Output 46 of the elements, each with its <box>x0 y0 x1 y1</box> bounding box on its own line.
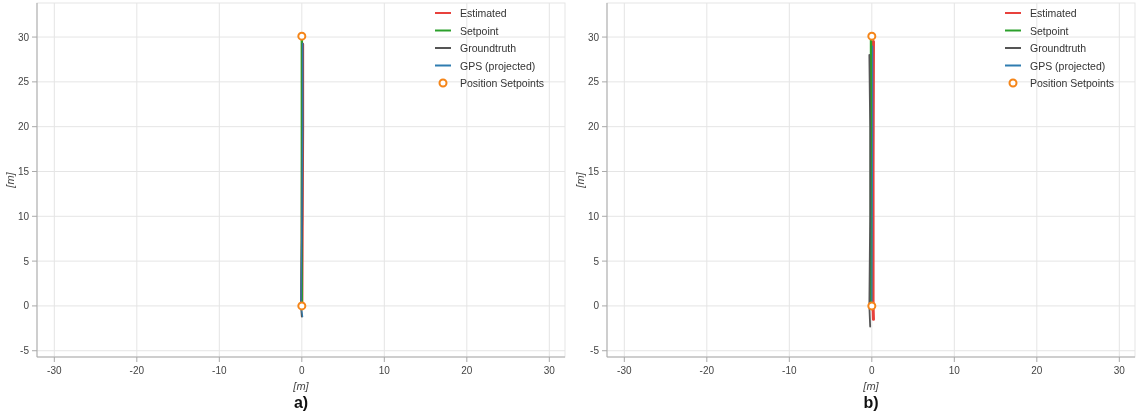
y-tick-label: 10 <box>17 210 30 222</box>
y-tick-label: 15 <box>17 165 30 177</box>
x-tick-label: -10 <box>212 365 227 376</box>
y-tick-label: 25 <box>587 76 600 88</box>
y-tick-label: -5 <box>20 345 30 357</box>
legend-label: Position Setpoints <box>460 77 545 89</box>
y-tick-label: 0 <box>23 300 30 312</box>
legend-label: Groundtruth <box>1030 42 1087 54</box>
x-axis-title: [m] <box>862 380 880 392</box>
y-tick-label: 20 <box>17 121 30 133</box>
legend-label: GPS (projected) <box>460 59 536 72</box>
legend-label: Setpoint <box>1030 24 1069 37</box>
x-tick-label: -30 <box>47 365 62 376</box>
y-axis-title: [m] <box>4 171 16 189</box>
y-tick-label: 30 <box>587 31 600 43</box>
x-tick-label: -20 <box>699 365 715 376</box>
y-axis-title: [m] <box>574 171 586 189</box>
legend-label: GPS (projected) <box>1030 59 1106 72</box>
x-tick-label: 20 <box>461 365 473 376</box>
legend-label: Position Setpoints <box>1030 77 1115 89</box>
x-tick-label: -10 <box>782 365 797 376</box>
y-tick-label: 20 <box>587 121 600 133</box>
y-tick-label: 5 <box>23 255 30 267</box>
y-tick-label: 15 <box>587 165 600 177</box>
y-tick-label: -5 <box>590 345 600 357</box>
x-tick-label: 20 <box>1031 365 1043 376</box>
y-tick-label: 25 <box>17 76 30 88</box>
legend-label: Groundtruth <box>460 42 517 54</box>
x-tick-label: 30 <box>543 365 556 376</box>
y-tick-label: 5 <box>593 255 600 267</box>
text: b) <box>863 394 879 411</box>
x-tick-label: 10 <box>948 365 961 376</box>
legend-label: Estimated <box>1030 7 1077 19</box>
text: a) <box>293 394 309 411</box>
legend-label: Setpoint <box>460 24 499 37</box>
x-tick-label: -20 <box>129 365 145 376</box>
y-tick-label: 30 <box>17 31 30 43</box>
y-tick-label: 10 <box>587 210 600 222</box>
x-tick-label: 0 <box>299 365 306 376</box>
y-tick-label: 0 <box>593 300 600 312</box>
x-tick-label: -30 <box>617 365 632 376</box>
legend-label: Estimated <box>460 7 507 19</box>
x-tick-label: 10 <box>378 365 391 376</box>
x-axis-title: [m] <box>292 380 310 392</box>
x-tick-label: 0 <box>869 365 876 376</box>
x-tick-label: 30 <box>1113 365 1126 376</box>
